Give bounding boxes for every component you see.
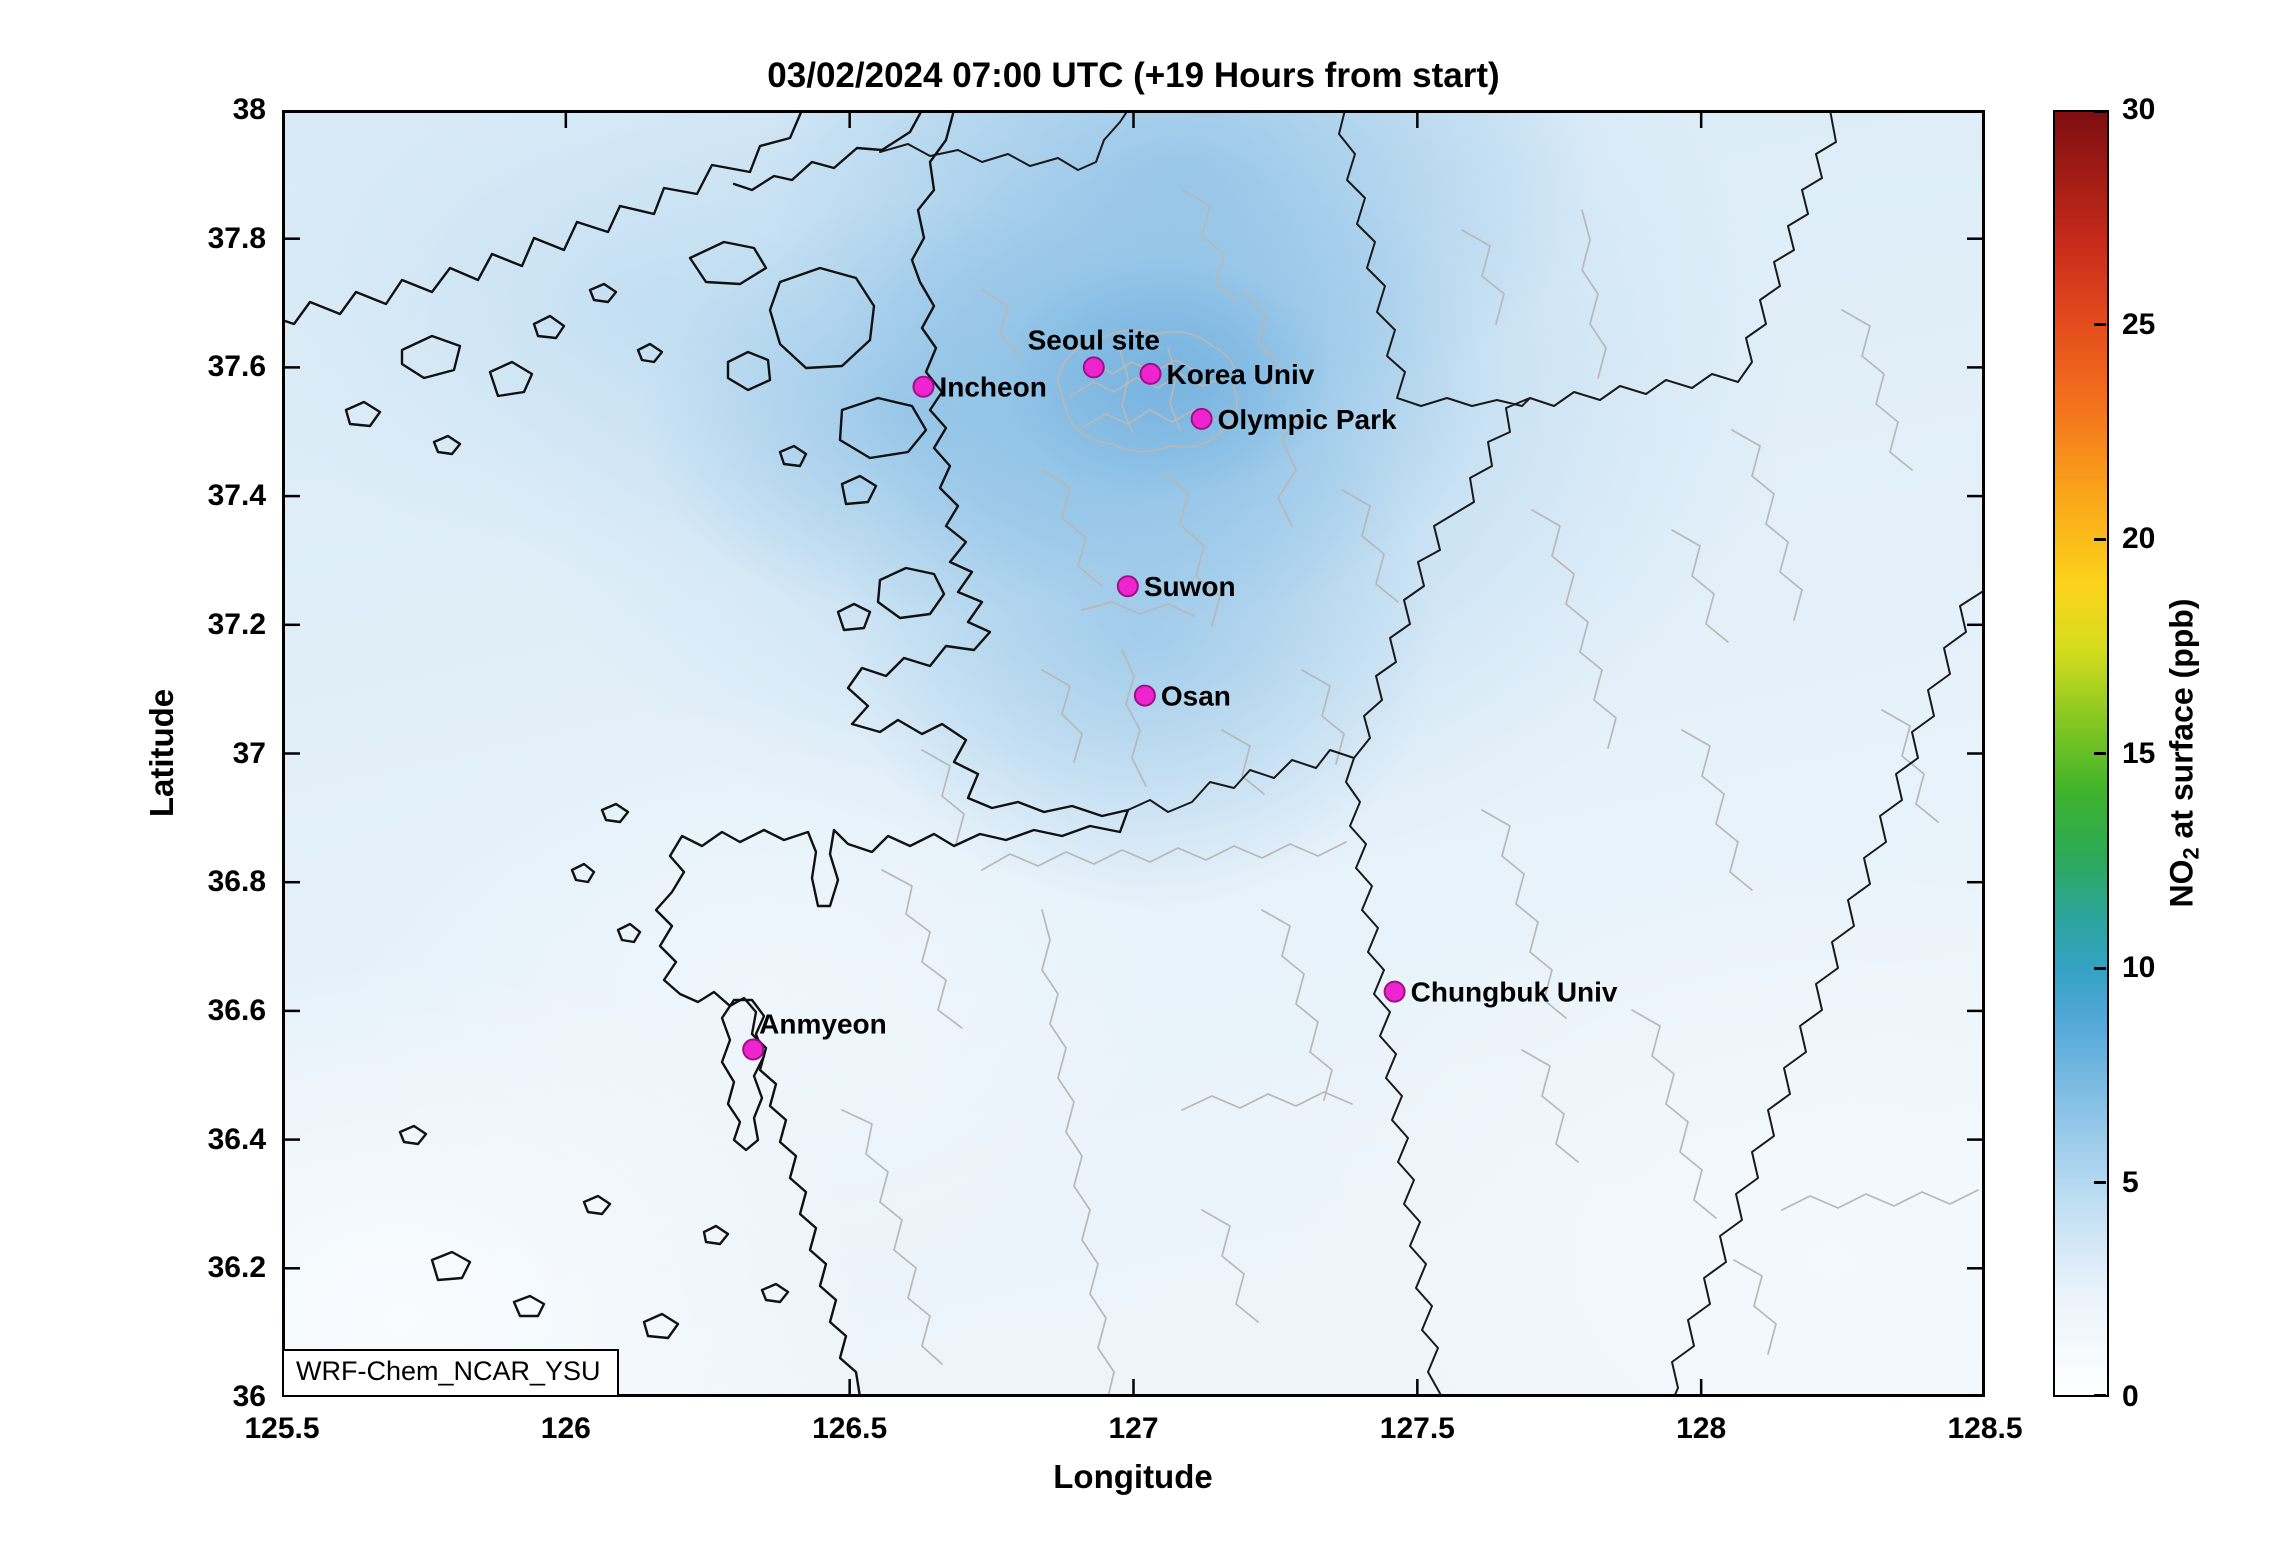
colorbar-tick-mark — [2094, 752, 2106, 755]
colorbar-tick-label: 15 — [2122, 736, 2156, 770]
y-tick-label: 36 — [232, 1380, 266, 1413]
colorbar-tick-mark — [2094, 966, 2106, 970]
x-tick-label: 128.5 — [1947, 1412, 2023, 1445]
colorbar-tick-label: 20 — [2122, 522, 2156, 555]
station-marker-korea-univ — [1139, 362, 1162, 385]
island-anmyeon — [720, 998, 766, 1152]
station-label: Olympic Park — [1218, 404, 1397, 435]
colorbar-tick-label: 0 — [2122, 1380, 2139, 1413]
station-label: Chungbuk Univ — [1411, 977, 1618, 1008]
province-boundaries — [879, 110, 1985, 1397]
y-tick-label: 37.6 — [207, 350, 266, 384]
colorbar-label: NO2 at surface (ppb) — [2163, 598, 2204, 907]
station-marker-seoul-site — [1082, 356, 1105, 379]
axes-frame — [282, 110, 1985, 1397]
x-tick-label: 126.5 — [812, 1412, 888, 1445]
station-marker-osan — [1133, 684, 1156, 707]
station-label: Osan — [1161, 681, 1231, 712]
station-marker-incheon — [912, 375, 935, 398]
y-tick-label: 37 — [232, 736, 266, 770]
y-tick-label: 36.2 — [207, 1251, 266, 1285]
station-label: Anmyeon — [759, 1009, 887, 1040]
y-tick-label: 36.4 — [207, 1122, 266, 1156]
y-tick-label: 37.2 — [207, 607, 266, 641]
colorbar-tick-mark — [2094, 537, 2106, 541]
x-tick-label: 126 — [540, 1412, 591, 1445]
x-tick-label: 127 — [1108, 1412, 1159, 1445]
station-marker-olympic-park — [1190, 407, 1213, 430]
y-tick-label: 36.6 — [207, 993, 266, 1027]
colorbar-tick-mark — [2094, 323, 2106, 326]
colorbar-tick-mark — [2094, 110, 2106, 113]
colorbar-label-subscript: 2 — [2178, 847, 2204, 860]
station-label: Korea Univ — [1167, 359, 1315, 390]
coastline-north — [282, 110, 924, 326]
y-tick-label: 38 — [232, 93, 266, 126]
islands — [344, 240, 946, 1340]
map-plot-area: Seoul site Korea Univ Incheon Olympic Park S… — [282, 110, 1985, 1397]
colorbar-tick-label: 30 — [2122, 93, 2156, 126]
x-axis-label: Longitude — [1053, 1458, 1213, 1495]
colorbar-tick-mark — [2094, 1181, 2106, 1184]
model-label: WRF-Chem_NCAR_YSU — [296, 1356, 601, 1387]
plot-title: 03/02/2024 07:00 UTC (+19 Hours from sta… — [767, 56, 1500, 95]
model-label-box: WRF-Chem_NCAR_YSU — [282, 1349, 619, 1397]
x-tick-label: 128 — [1676, 1412, 1727, 1445]
station-label: Seoul site — [1028, 324, 1160, 355]
y-tick-label: 37.4 — [207, 479, 266, 513]
station-marker-suwon — [1116, 575, 1139, 598]
colorbar-label-suffix: at surface (ppb) — [2163, 598, 2200, 848]
x-tick-label: 125.5 — [244, 1412, 320, 1445]
colorbar-tick-mark — [2094, 1394, 2106, 1397]
station-label: Incheon — [939, 372, 1046, 403]
colorbar-tick-label: 10 — [2122, 951, 2156, 984]
station-label: Suwon — [1144, 571, 1236, 602]
y-tick-label: 37.8 — [207, 221, 266, 255]
axis-ticks — [282, 110, 1985, 1397]
colorbar-label-text: NO — [2163, 859, 2200, 908]
x-tick-label: 127.5 — [1379, 1412, 1455, 1445]
coastlines — [282, 110, 1130, 1397]
station-marker-chungbuk-univ — [1383, 980, 1406, 1003]
station-marker-anmyeon — [742, 1038, 765, 1061]
colorbar-tick-label: 25 — [2122, 307, 2156, 341]
colorbar-tick-label: 5 — [2122, 1165, 2139, 1199]
y-tick-label: 36.8 — [207, 865, 266, 899]
